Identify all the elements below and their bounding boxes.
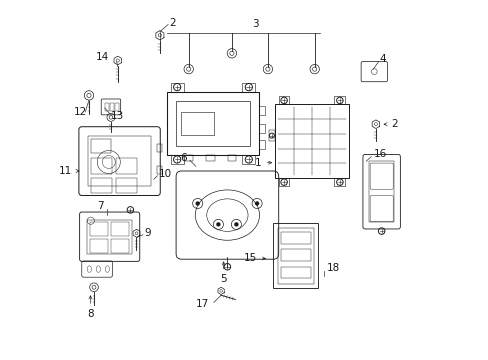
Bar — [277, 228, 313, 284]
Text: 7: 7 — [97, 201, 103, 211]
Text: 17: 17 — [196, 299, 209, 309]
Bar — [242, 83, 255, 92]
Bar — [181, 112, 213, 135]
Circle shape — [216, 222, 220, 226]
Bar — [258, 106, 265, 115]
Text: 6: 6 — [180, 153, 186, 163]
Bar — [242, 155, 255, 164]
Bar — [258, 124, 265, 133]
Bar — [91, 158, 111, 174]
Bar — [116, 178, 137, 193]
Bar — [278, 96, 289, 104]
Bar — [115, 103, 119, 111]
Bar — [157, 144, 162, 152]
Text: 10: 10 — [159, 168, 172, 179]
Text: 3: 3 — [251, 19, 258, 30]
Bar — [227, 155, 236, 161]
Bar — [334, 178, 345, 186]
Text: 18: 18 — [326, 263, 339, 273]
Text: 8: 8 — [87, 296, 94, 319]
Bar — [176, 101, 249, 146]
Text: 12: 12 — [73, 107, 86, 117]
Text: 9: 9 — [144, 228, 151, 238]
Circle shape — [254, 201, 259, 206]
Text: 1: 1 — [255, 158, 271, 168]
Bar — [116, 158, 137, 174]
Bar — [91, 178, 111, 193]
Bar — [280, 249, 310, 261]
Text: 14: 14 — [96, 52, 109, 62]
Bar — [105, 103, 108, 111]
Bar — [258, 140, 265, 149]
Bar — [368, 161, 393, 222]
Bar — [110, 239, 129, 253]
Bar — [110, 222, 129, 236]
Bar — [170, 155, 183, 164]
Text: 2: 2 — [383, 119, 397, 129]
Text: 2: 2 — [169, 18, 176, 28]
Bar — [268, 130, 275, 141]
Bar — [334, 96, 345, 104]
Bar — [87, 220, 132, 254]
Bar — [280, 232, 310, 244]
Bar — [157, 166, 162, 174]
Text: 13: 13 — [110, 111, 123, 121]
Circle shape — [195, 201, 200, 206]
Bar — [280, 267, 310, 278]
Bar — [89, 239, 108, 253]
Bar — [110, 103, 114, 111]
Bar — [91, 139, 110, 153]
Bar — [205, 155, 214, 161]
Bar — [88, 136, 151, 186]
Bar — [184, 155, 193, 161]
Bar — [278, 178, 289, 186]
Text: 16: 16 — [373, 149, 386, 159]
Bar — [170, 83, 183, 92]
Text: 15: 15 — [244, 253, 265, 264]
Text: 11: 11 — [59, 166, 79, 176]
Text: 4: 4 — [379, 54, 386, 64]
Bar — [89, 222, 108, 236]
Circle shape — [234, 222, 238, 226]
Text: 5: 5 — [220, 262, 226, 284]
